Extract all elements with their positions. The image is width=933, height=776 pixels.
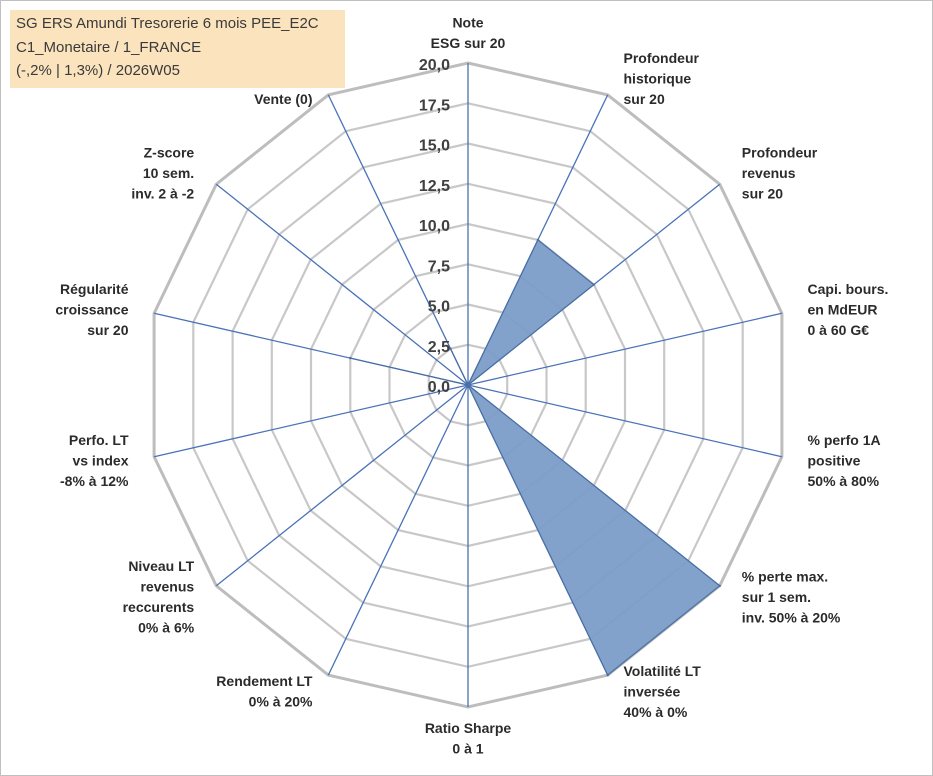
- axis-spoke: [327, 384, 469, 676]
- tick-label: 17,5: [419, 97, 450, 114]
- tick-label: 2,5: [428, 339, 450, 356]
- category-label-line: positive: [808, 453, 861, 469]
- category-label-line: -8% à 12%: [60, 473, 129, 489]
- tick-label: 20,0: [419, 57, 450, 74]
- category-label-line: % perfo 1A: [808, 432, 881, 448]
- category-label: % perte max. sur 1 sem. inv. 50% à 20%: [742, 569, 841, 626]
- category-label-line: 40% à 0%: [624, 704, 688, 720]
- category-label-line: inv. 2 à -2: [131, 186, 194, 202]
- category-label: Perfo. LT vs index -8% à 12%: [60, 432, 129, 489]
- category-label-line: Z-score: [144, 145, 195, 161]
- category-label-line: 0% à 6%: [138, 620, 195, 636]
- category-label-line: ESG sur 20: [431, 35, 506, 51]
- category-label: Rendement LT 0% à 20%: [216, 673, 313, 710]
- category-label-line: sur 20: [742, 186, 783, 202]
- category-label-line: 10 sem.: [143, 165, 194, 181]
- category-labels: Note ESG sur 20 Profondeur historique sur 20…: [55, 15, 888, 757]
- category-label: Niveau LT revenus reccurents 0% à 6%: [123, 558, 195, 636]
- category-label-line: Profondeur: [624, 50, 700, 66]
- title-category: C1_Monetaire / 1_FRANCE: [16, 39, 202, 56]
- category-label-line: revenus: [742, 165, 796, 181]
- category-label-line: 0% à 20%: [249, 694, 313, 710]
- category-label-line: sur 20: [624, 91, 665, 107]
- category-label-line: sur 1 sem.: [742, 589, 811, 605]
- tick-labels: 0,0 2,5 5,0 7,5 10,0 12,5 15,0 17,5 20,0: [419, 57, 450, 396]
- axis-spoke: [215, 183, 469, 386]
- category-label-line: sur 20: [87, 322, 128, 338]
- category-label: Z-score 10 sem. inv. 2 à -2: [131, 145, 194, 202]
- data-series: [349, 238, 721, 677]
- category-label: % perfo 1A positive 50% à 80%: [808, 432, 881, 489]
- category-label-line: Niveau LT: [128, 558, 194, 574]
- axis-spoke: [327, 94, 469, 386]
- data-point: [592, 283, 596, 286]
- category-label-line: Vente (0): [254, 91, 312, 107]
- category-label-line: Profondeur: [742, 145, 818, 161]
- category-label: Volatilité LT inversée 40% à 0%: [624, 663, 702, 720]
- category-label-line: inv. 50% à 20%: [742, 610, 841, 626]
- series-area: [349, 239, 721, 676]
- category-label: Note ESG sur 20: [431, 15, 506, 52]
- title-fund-name: SG ERS Amundi Tresorerie 6 mois PEE_E2C: [16, 15, 319, 32]
- data-point: [466, 383, 470, 387]
- data-point: [349, 356, 352, 360]
- category-label-line: historique: [624, 71, 692, 87]
- category-label-line: en MdEUR: [808, 301, 878, 317]
- category-label-line: revenus: [140, 579, 194, 595]
- category-label-line: Note: [452, 15, 483, 31]
- data-point: [718, 584, 721, 587]
- category-label: Ratio Sharpe 0 à 1: [425, 720, 512, 757]
- category-label-line: Perfo. LT: [69, 432, 129, 448]
- category-label-line: Volatilité LT: [624, 663, 702, 679]
- tick-label: 10,0: [419, 218, 450, 235]
- category-label-line: reccurents: [123, 599, 195, 615]
- axis-spoke: [153, 384, 469, 458]
- category-label-line: Régularité: [60, 281, 129, 297]
- category-label: Capi. bours. en MdEUR 0 à 60 G€: [808, 281, 889, 338]
- category-label: Profondeur revenus sur 20: [742, 145, 818, 202]
- chart-title-box: SG ERS Amundi Tresorerie 6 mois PEE_E2C …: [10, 10, 345, 88]
- category-label-line: vs index: [72, 453, 128, 469]
- tick-label: 5,0: [428, 299, 450, 316]
- category-label-line: 0 à 60 G€: [808, 322, 870, 338]
- tick-label: 15,0: [419, 138, 450, 155]
- category-label-line: Ratio Sharpe: [425, 720, 512, 736]
- tick-label: 7,5: [428, 258, 450, 275]
- data-point: [536, 238, 540, 242]
- tick-label: 0,0: [428, 379, 450, 396]
- axis-spoke: [215, 384, 469, 587]
- category-label-line: inversée: [624, 683, 681, 699]
- category-label: Régularité croissance sur 20: [55, 281, 128, 338]
- tick-label: 12,5: [419, 178, 450, 195]
- category-label-line: 0 à 1: [452, 741, 483, 757]
- category-label-line: 50% à 80%: [808, 473, 880, 489]
- category-label: Profondeur historique sur 20: [624, 50, 700, 107]
- category-label-line: % perte max.: [742, 569, 828, 585]
- data-point: [449, 347, 452, 350]
- axis-spoke: [467, 384, 783, 458]
- category-label-line: Rendement LT: [216, 673, 313, 689]
- title-range-week: (-,2% | 1,3%) / 2026W05: [16, 62, 180, 79]
- axis-spoke: [467, 312, 783, 386]
- data-point: [606, 673, 609, 677]
- category-label-line: Capi. bours.: [808, 281, 889, 297]
- category-label-line: croissance: [55, 301, 128, 317]
